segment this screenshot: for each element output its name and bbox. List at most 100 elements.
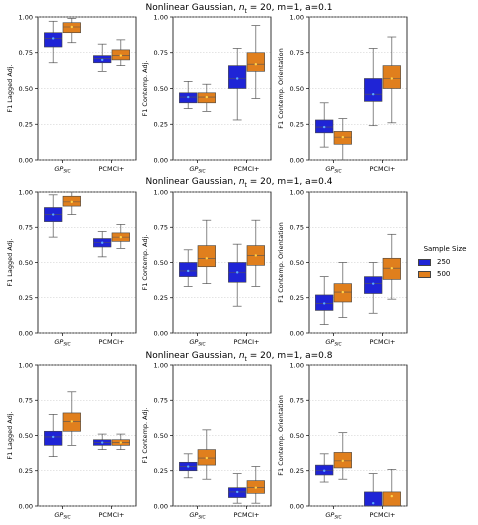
- row-2-title-sub: t: [244, 181, 247, 189]
- legend-swatch-250: [418, 258, 431, 266]
- row-1-title-sub: t: [244, 7, 247, 15]
- box-pcmci-250: [93, 433, 112, 450]
- row-1-title: Nonlinear Gaussian, nt = 20, m=1, a=0.1: [145, 3, 333, 15]
- x-tick-label-2: PCMCI+: [99, 338, 125, 346]
- row-3-title-prefix: Nonlinear Gaussian,: [145, 351, 239, 361]
- y-tick-label: 0.50: [19, 85, 33, 93]
- x-tick-label-sub: SIC: [63, 169, 71, 175]
- mean-marker: [390, 77, 394, 80]
- box-pcmci-500: [382, 233, 401, 300]
- box-pcmci-500: [382, 468, 401, 507]
- y-tick-label: 1.00: [290, 188, 304, 196]
- box-gpsic-250: [44, 194, 63, 238]
- x-tick-label-sub: SIC: [63, 515, 71, 521]
- box-pcmci-250: [364, 48, 383, 127]
- x-tick-label-main: GP: [325, 165, 334, 173]
- y-tick-label: 0.50: [154, 432, 168, 440]
- box-gpsic-500: [62, 391, 81, 446]
- box-body: [197, 245, 216, 268]
- y-tick-label: 0.75: [19, 224, 33, 232]
- box-gpsic-500: [197, 219, 216, 284]
- box-body: [44, 32, 63, 48]
- y-tick-label: 1.00: [154, 361, 168, 369]
- y-tick-label: 0.00: [154, 502, 168, 510]
- legend-title: Sample Size: [423, 245, 467, 253]
- row-1-title-prefix: Nonlinear Gaussian,: [145, 3, 239, 13]
- row-2-title-suffix: = 20, m=1, a=0.4: [246, 177, 333, 187]
- mean-marker: [254, 62, 258, 66]
- y-tick-label: 0.25: [154, 467, 168, 475]
- x-tick-label-2: PCMCI+: [99, 165, 125, 173]
- box-body: [179, 262, 198, 277]
- y-tick-label: 1.00: [19, 13, 33, 21]
- y-tick-label: 0.25: [19, 294, 33, 302]
- mean-marker: [70, 25, 74, 29]
- y-tick-label: 0.25: [290, 294, 304, 302]
- mean-marker: [254, 254, 258, 257]
- mean-marker: [186, 465, 190, 468]
- y-tick-label: 0.00: [19, 156, 33, 164]
- y-tick-label: 0.75: [154, 224, 168, 232]
- mean-marker: [100, 58, 104, 62]
- y-tick-label: 0.25: [154, 121, 168, 129]
- y-tick-label: 1.00: [19, 361, 33, 369]
- x-tick-label-1: GPSIC: [189, 338, 206, 348]
- box-pcmci-250: [93, 231, 112, 258]
- y-axis-label: F1 Contemp. Adj.: [141, 407, 149, 463]
- y-axis-label: F1 Contemp. Orientation: [277, 48, 285, 128]
- y-tick-label: 0.25: [154, 294, 168, 302]
- mean-marker: [51, 37, 55, 40]
- x-tick-label-main: GP: [189, 338, 198, 346]
- row-3-title-suffix: = 20, m=1, a=0.8: [246, 351, 333, 361]
- y-tick-label: 1.00: [19, 188, 33, 196]
- box-pcmci-500: [246, 219, 265, 287]
- x-tick-label-main: GP: [189, 165, 198, 173]
- x-tick-label-2: PCMCI+: [370, 165, 396, 173]
- y-axis-label: F1 Contemp. Orientation: [277, 222, 285, 302]
- mean-marker: [322, 302, 326, 305]
- mean-marker: [235, 271, 239, 274]
- panel-r2-c2: 0.00 0.25 0.50 0.75 1.00 F1 Contemp. Adj. GPSI…: [141, 188, 272, 348]
- box-gpsic-500: [62, 191, 81, 215]
- row-2-title-prefix: Nonlinear Gaussian,: [145, 177, 239, 187]
- y-axis-label: F1 Contemp. Adj.: [141, 60, 149, 116]
- panel-r3-c1: 0.00 0.25 0.50 0.75 1.00 F1 Lagged Adj. GPSIC P…: [6, 361, 137, 521]
- x-tick-label-sub: SIC: [198, 342, 206, 348]
- y-tick-label: 0.00: [19, 329, 33, 337]
- box-gpsic-500: [62, 18, 81, 44]
- box-gpsic-500: [333, 262, 352, 318]
- box-gpsic-250: [179, 249, 198, 287]
- box-pcmci-500: [246, 466, 265, 504]
- box-gpsic-500: [197, 429, 216, 480]
- mean-marker: [322, 469, 326, 472]
- y-tick-label: 0.75: [290, 224, 304, 232]
- box-pcmci-500: [382, 36, 401, 124]
- y-axis-label: F1 Contemp. Orientation: [277, 395, 285, 475]
- legend-item-500: 500: [418, 268, 472, 280]
- box-pcmci-250: [364, 473, 383, 507]
- box-body: [382, 491, 401, 507]
- y-tick-label: 0.50: [290, 259, 304, 267]
- y-axis-label: F1 Contemp. Adj.: [141, 234, 149, 290]
- y-tick-label: 0.75: [154, 397, 168, 405]
- mean-marker: [186, 95, 190, 99]
- y-tick-label: 1.00: [154, 13, 168, 21]
- box-gpsic-250: [179, 80, 198, 109]
- x-tick-label-sub: SIC: [334, 342, 342, 348]
- mean-marker: [100, 441, 104, 444]
- panel-r2-c1: 0.00 0.25 0.50 0.75 1.00 F1 Lagged Adj. GPSIC P…: [6, 188, 137, 348]
- box-pcmci-250: [228, 243, 247, 307]
- x-tick-label-1: GPSIC: [189, 511, 206, 521]
- y-tick-label: 0.75: [19, 397, 33, 405]
- mean-marker: [51, 435, 55, 439]
- y-tick-label: 0.75: [290, 397, 304, 405]
- row-1-title-suffix: = 20, m=1, a=0.1: [246, 3, 333, 13]
- box-pcmci-500: [111, 433, 130, 450]
- mean-marker: [235, 490, 239, 494]
- legend-swatch-500: [418, 270, 431, 278]
- y-tick-label: 0.25: [19, 121, 33, 129]
- y-tick-label: 0.25: [290, 467, 304, 475]
- y-axis-label: F1 Lagged Adj.: [6, 238, 14, 286]
- x-tick-label-1: GPSIC: [325, 165, 342, 175]
